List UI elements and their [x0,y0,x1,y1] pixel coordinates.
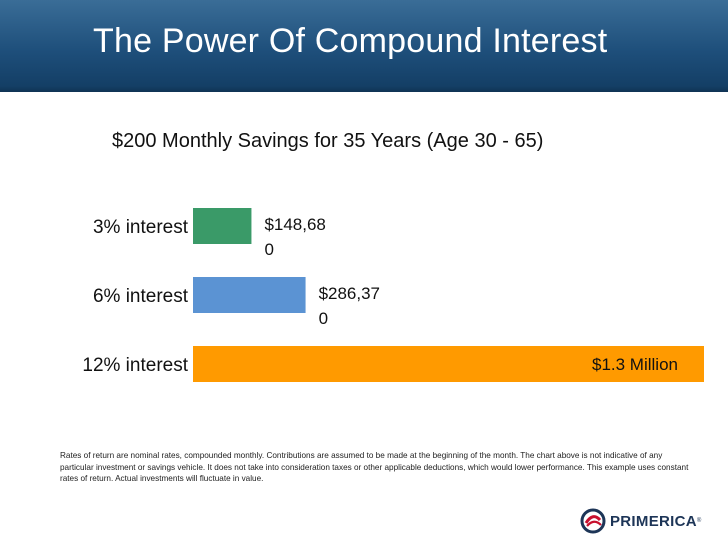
primerica-logo-icon [580,508,606,534]
value-label: 0 [264,240,273,259]
bar-chart: 3% interest $148,68 0 6% interest $286,37 0 12… [82,208,704,382]
bar [193,277,306,313]
bar [193,208,252,244]
logo-text: PRIMERICA [610,512,697,530]
value-label: 0 [319,309,328,328]
category-label: 3% interest [93,217,189,238]
category-label: 6% interest [93,286,189,307]
value-label: $286,37 [319,284,380,303]
value-label: $148,68 [264,215,325,234]
header-band: The Power Of Compound Interest [0,0,728,92]
value-label: $1.3 Million [592,355,678,374]
primerica-logo: PRIMERICA ® [580,508,701,534]
chart-subtitle: $200 Monthly Savings for 35 Years (Age 3… [112,130,544,152]
logo-trademark: ® [696,518,702,524]
bar [193,346,704,382]
disclaimer-text: Rates of return are nominal rates, compo… [60,451,689,483]
category-label: 12% interest [82,355,188,376]
slide-title: The Power Of Compound Interest [93,22,608,60]
